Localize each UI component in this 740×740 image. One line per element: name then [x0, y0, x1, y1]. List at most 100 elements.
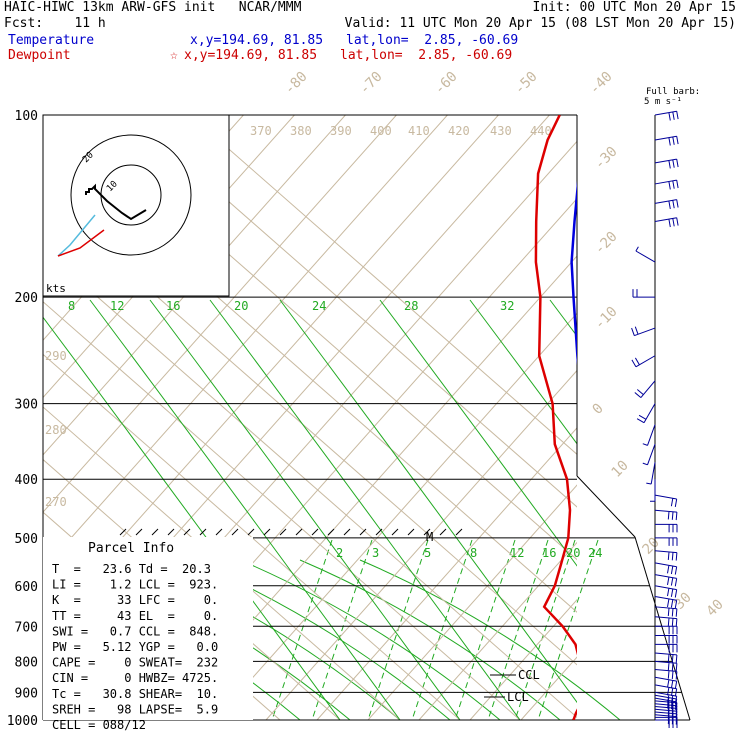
hatch-mark [295, 528, 303, 536]
theta-label: 270 [45, 495, 67, 509]
wind-barb [654, 697, 678, 710]
isotherm-label: -10 [592, 304, 621, 333]
theta-label: 440 [530, 124, 552, 138]
wind-barb [654, 179, 679, 190]
dewpoint-label: Dewpoint [8, 48, 71, 63]
mixing-ratio-label: 20 [234, 299, 248, 313]
m-marker-label: M [426, 530, 433, 544]
parcel-info-row: TT = 43 EL = 0. [52, 609, 218, 623]
isotherm-line [214, 312, 577, 720]
parcel-box-bg [43, 537, 253, 720]
mixing-ratio-label: 8 [68, 299, 75, 313]
ccl-label: CCL [518, 668, 540, 682]
moist-adiabat-curve [549, 299, 577, 337]
isotherm-line [418, 541, 577, 720]
moist-adiabat-curve [239, 559, 501, 720]
temperature-xy: x,y=194.69, 81.85 [190, 33, 324, 48]
wind-barb [655, 719, 678, 728]
mixing-ratio-label: 16 [166, 299, 180, 313]
parcel-info-box: Parcel Info T = 23.6 Td = 20.3 LI = 1.2 LC… [43, 537, 253, 732]
hatch-mark [327, 528, 335, 536]
wind-barb [654, 625, 678, 635]
model-title: HAIC-HIWC 13km ARW-GFS init NCAR/MMM [4, 0, 302, 15]
barb-legend-value: 5 m s⁻¹ [644, 97, 682, 107]
dry-adiabat-line [43, 248, 577, 719]
wind-barb [642, 424, 656, 446]
mixing-ratio-label: 24 [588, 546, 602, 560]
parcel-info-row: T = 23.6 Td = 20.3 [52, 562, 211, 576]
dry-adiabat-line [189, 115, 577, 455]
wind-barb [646, 462, 656, 485]
hatch-mark [359, 528, 367, 536]
temperature-profile-line [570, 180, 577, 366]
mixing-ratio-line [514, 539, 576, 720]
parcel-info-row: Tc = 30.8 SHEAR= 10. [52, 687, 218, 701]
wind-barb [654, 635, 678, 644]
isotherm-line [674, 115, 740, 720]
isotherm-line [43, 115, 397, 513]
hatch-mark [183, 528, 191, 536]
mixing-ratio-line [311, 539, 373, 720]
mixing-ratio-label: 24 [312, 299, 326, 313]
dry-adiabat-line [43, 301, 521, 720]
sounding-profiles [534, 115, 577, 720]
hatch-mark [151, 528, 159, 536]
hatch-mark [439, 528, 447, 536]
parcel-info-row: CELL = 088/12 [52, 718, 146, 732]
parcel-info-row: SWI = 0.7 CCL = 848. [52, 624, 218, 638]
mixing-ratio-line [271, 539, 333, 720]
hatch-mark [135, 528, 143, 536]
isotherm-label: -80 [282, 69, 311, 98]
isotherm-line [163, 255, 577, 720]
right-slant-line [576, 475, 636, 538]
hodograph-units-label: kts [46, 282, 66, 295]
isotherm-line [725, 115, 740, 720]
moist-adiabat-curve [149, 299, 461, 720]
wind-barb [654, 596, 678, 609]
isotherm-label: 30 [672, 590, 695, 613]
isotherm-line [367, 484, 577, 720]
theta-label: 390 [330, 124, 352, 138]
init-time: Init: 00 UTC Mon 20 Apr 15 [532, 0, 737, 15]
mixing-ratio-line [454, 539, 516, 720]
parcel-info-row: K = 33 LFC = 0. [52, 593, 218, 607]
moist-adiabat-curve [379, 299, 577, 567]
isotherm-line [571, 713, 577, 720]
wind-barb [654, 606, 678, 617]
wind-barb [654, 691, 678, 705]
isotherm-label: -20 [592, 229, 621, 258]
pressure-tick-label: 700 [15, 620, 38, 635]
wind-barb [654, 585, 678, 598]
mixing-ratio-label: 2 [336, 546, 343, 560]
wind-barb [654, 494, 678, 507]
moist-adiabat-curve [359, 559, 621, 720]
wind-barb [642, 443, 656, 466]
moist-adiabat-curve [43, 316, 341, 720]
parcel-info-row: CAPE = 0 SWEAT= 232 [52, 656, 218, 670]
parcel-info-row: PW = 5.12 YGP = 0.0 [52, 640, 218, 654]
wind-barb [634, 380, 656, 398]
hatch-mark [199, 528, 207, 536]
pressure-tick-label: 300 [15, 398, 38, 413]
isotherm-label: -60 [432, 69, 461, 98]
hatch-mark [231, 528, 239, 536]
hatch-mark [455, 528, 463, 536]
pressure-tick-label: 500 [15, 532, 38, 547]
wind-barb [654, 684, 678, 697]
parcel-info-row: LI = 1.2 LCL = 923. [52, 578, 218, 592]
wind-barb [654, 135, 679, 146]
moist-adiabat-curve [469, 299, 577, 445]
hodograph-ring-outer [70, 134, 192, 256]
dewpoint-xy: x,y=194.69, 81.85 [184, 48, 318, 63]
hatch-mark [263, 528, 271, 536]
moist-adiabat-curve [299, 559, 561, 720]
hatch-mark [215, 528, 223, 536]
temperature-latlon: lat,lon= 2.85, -60.69 [346, 33, 519, 48]
isotherm-line [43, 115, 346, 456]
wind-barb [654, 694, 678, 707]
wind-barb [654, 199, 679, 209]
wind-barb [655, 523, 678, 533]
hatch-mark [343, 528, 351, 536]
theta-label: 410 [408, 124, 430, 138]
